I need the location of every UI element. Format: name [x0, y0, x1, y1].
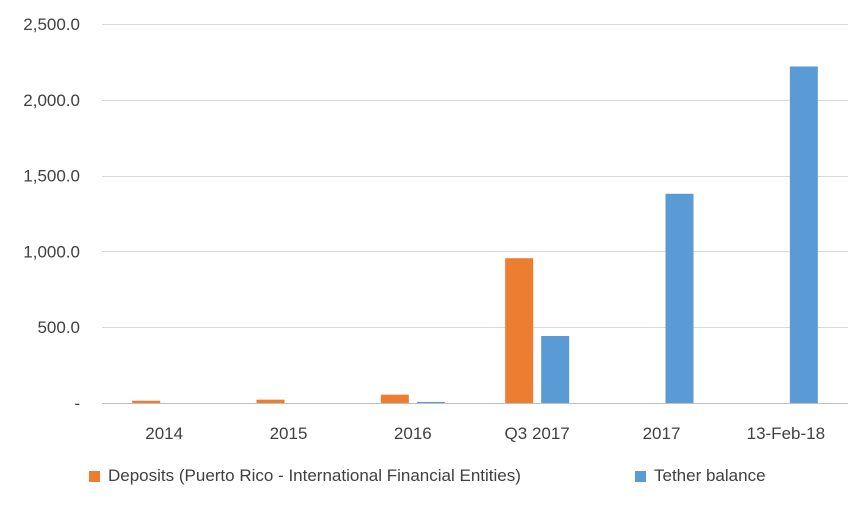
x-tick-label: 2016 — [394, 424, 432, 443]
x-tick-label: 13-Feb-18 — [747, 424, 825, 443]
bar-tether-5 — [789, 66, 818, 403]
x-tick-label: 2014 — [145, 424, 183, 443]
x-tick-label: 2015 — [270, 424, 308, 443]
y-axis-ticks: - 500.0 1,000.0 1,500.0 2,000.0 2,500.0 — [23, 15, 80, 413]
x-tick-label: 2017 — [643, 424, 681, 443]
bar-tether-4 — [665, 193, 694, 403]
bar-deposits-2 — [380, 394, 409, 403]
legend-swatch-deposits — [89, 470, 100, 482]
y-tick-label: - — [74, 394, 80, 413]
gridlines — [102, 24, 848, 404]
bar-deposits-0 — [132, 400, 161, 403]
legend-label-tether: Tether balance — [654, 466, 766, 485]
bar-deposits-1 — [256, 399, 285, 403]
x-axis-ticks: 2014 2015 2016 Q3 2017 2017 13-Feb-18 — [145, 424, 825, 443]
bar-tether-2 — [416, 401, 445, 403]
x-tick-label: Q3 2017 — [505, 424, 570, 443]
y-tick-label: 500.0 — [37, 318, 80, 337]
y-tick-label: 2,500.0 — [23, 15, 80, 34]
bar-tether-3 — [541, 335, 570, 403]
legend: Deposits (Puerto Rico - International Fi… — [0, 466, 866, 496]
bars — [132, 66, 818, 403]
legend-swatch-tether — [635, 470, 646, 482]
bar-deposits-3 — [505, 258, 534, 403]
legend-label-deposits: Deposits (Puerto Rico - International Fi… — [108, 466, 521, 485]
y-tick-label: 1,000.0 — [23, 242, 80, 261]
legend-item-deposits: Deposits (Puerto Rico - International Fi… — [89, 466, 521, 486]
chart-canvas: -500.01,000.01,500.02,000.02,500.0 2014 2… — [23, 15, 848, 443]
y-tick-label: 1,500.0 — [23, 167, 80, 186]
legend-item-tether: Tether balance — [635, 466, 766, 486]
y-tick-label: 2,000.0 — [23, 91, 80, 110]
